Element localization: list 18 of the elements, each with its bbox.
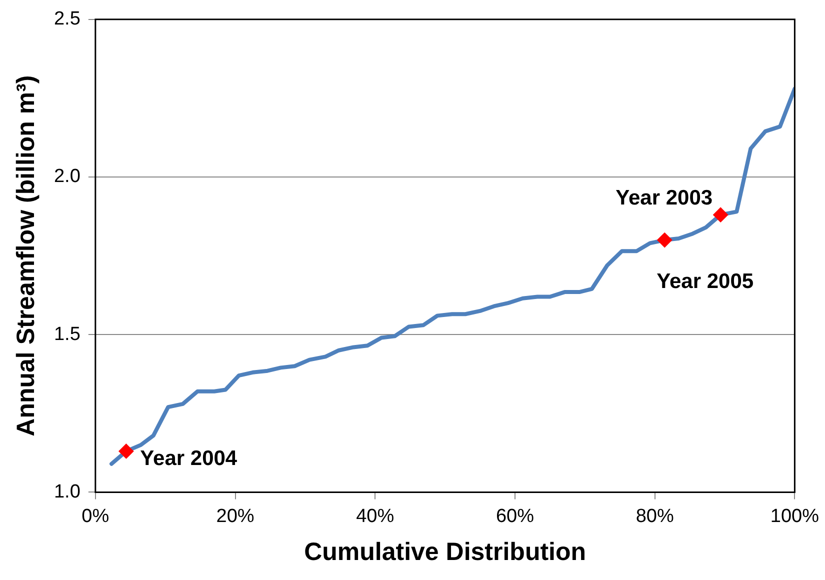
annotation: Year 2005 — [656, 270, 754, 293]
y-tick-label: 1.5 — [54, 324, 80, 345]
x-tick-label: 0% — [82, 506, 110, 527]
x-axis-title: Cumulative Distribution — [304, 538, 586, 566]
y-tick-label: 1.0 — [54, 481, 80, 502]
x-tick-label: 40% — [356, 506, 394, 527]
point — [713, 207, 728, 222]
annotation: Year 2004 — [140, 447, 238, 470]
point — [657, 232, 672, 248]
x-tick-label: 20% — [216, 506, 254, 527]
x-tick-label: 100% — [770, 506, 820, 527]
annotation: Year 2003 — [616, 186, 713, 210]
x-tick-label: 60% — [496, 506, 534, 527]
point — [118, 444, 134, 459]
x-tick-label: 80% — [636, 506, 674, 527]
y-tick-label: 2.5 — [54, 8, 80, 30]
y-tick-label: 2.0 — [54, 166, 80, 188]
y-axis-title: Annual Streamflow (billion m³) — [12, 75, 40, 436]
